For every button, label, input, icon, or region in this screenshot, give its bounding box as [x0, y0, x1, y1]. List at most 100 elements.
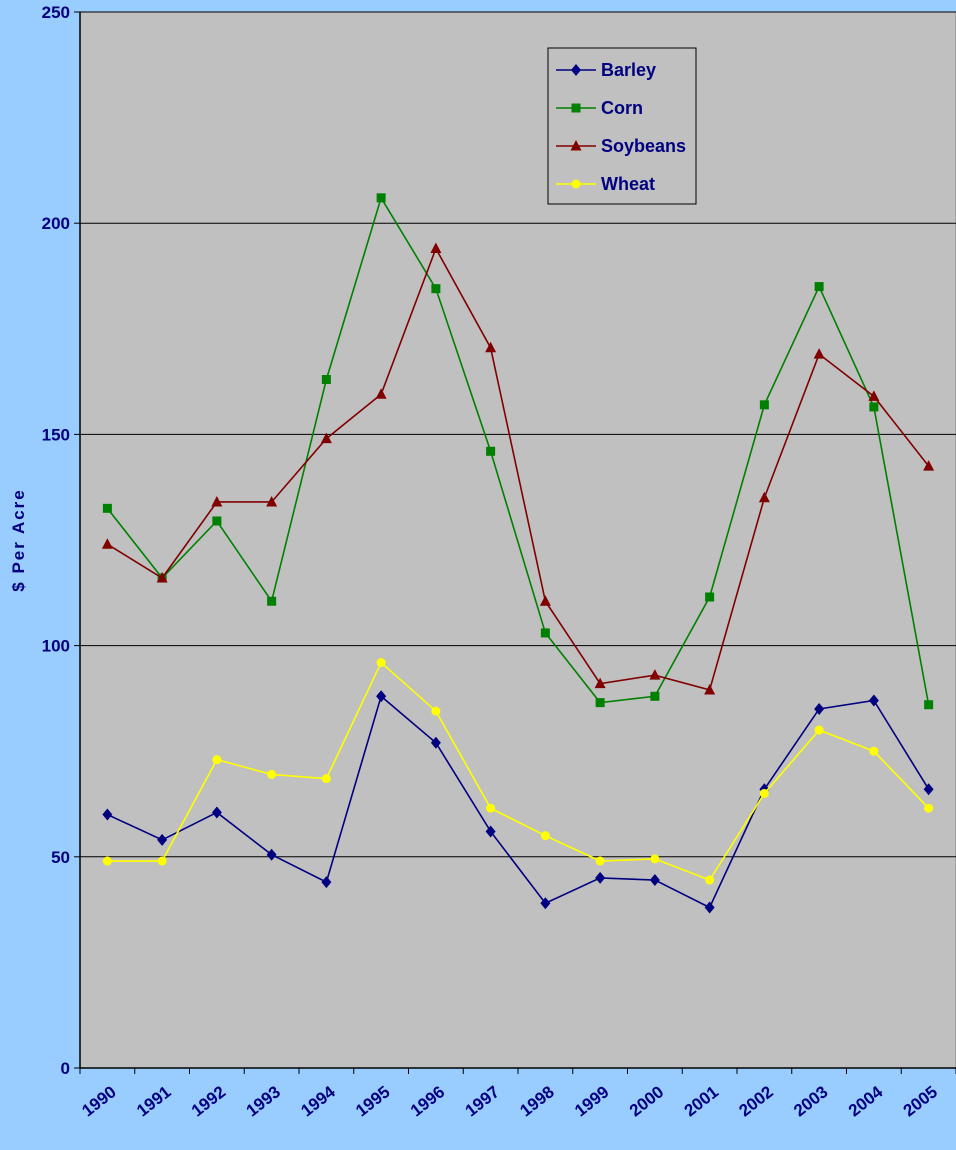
data-point-corn — [705, 592, 715, 602]
x-tick-label: 2000 — [626, 1082, 668, 1120]
data-point-wheat — [157, 856, 167, 866]
x-tick-label: 1994 — [297, 1082, 339, 1121]
data-point-corn — [431, 284, 441, 294]
data-point-soybeans — [704, 683, 716, 695]
data-point-corn — [102, 503, 112, 513]
data-point-soybeans — [868, 390, 880, 401]
y-tick-label: 200 — [42, 214, 70, 233]
legend: Barley Corn Soybeans Wheat — [547, 47, 697, 205]
data-point-soybeans — [320, 432, 332, 444]
data-point-corn — [212, 516, 222, 526]
x-tick-label: 2001 — [681, 1082, 723, 1120]
data-point-barley — [102, 808, 113, 821]
data-point-wheat — [705, 875, 715, 885]
data-point-wheat — [759, 788, 769, 798]
data-point-wheat — [102, 856, 112, 866]
x-tick-label: 2003 — [790, 1082, 832, 1120]
data-point-barley — [649, 874, 660, 887]
series-soybeans — [101, 242, 935, 695]
legend-box — [547, 47, 697, 205]
data-point-wheat — [924, 803, 934, 813]
data-point-wheat — [540, 831, 550, 841]
series-barley — [102, 690, 934, 914]
data-point-soybeans — [101, 538, 113, 549]
data-point-barley — [868, 694, 879, 707]
data-point-corn — [814, 282, 824, 292]
series-line-barley — [107, 694, 930, 909]
data-point-soybeans — [375, 388, 387, 399]
legend-label-barley: Barley — [601, 60, 656, 80]
x-tick-label: 1999 — [571, 1082, 613, 1120]
data-point-wheat — [376, 657, 386, 667]
data-point-corn — [486, 446, 496, 456]
x-tick-label: 2002 — [735, 1082, 777, 1120]
series-line-wheat — [107, 661, 930, 882]
x-axis-ticks: 1990 1991 1992 1993 1994 1995 1996 1997 1998 1999… — [78, 1068, 956, 1120]
series-line-soybeans — [106, 246, 930, 691]
data-point-barley — [814, 702, 825, 715]
legend-item-wheat: Wheat — [556, 174, 655, 194]
y-tick-label: 250 — [42, 3, 70, 22]
data-point-corn — [321, 374, 331, 384]
data-point-wheat — [814, 725, 824, 735]
x-tick-label: 2004 — [845, 1082, 887, 1121]
x-tick-label: 2005 — [900, 1082, 942, 1120]
data-point-barley — [923, 783, 934, 796]
legend-label-corn: Corn — [601, 98, 643, 118]
data-point-wheat — [321, 774, 331, 784]
data-point-corn — [267, 596, 277, 606]
y-tick-label: 0 — [61, 1059, 70, 1078]
legend-marker-barley — [571, 64, 581, 76]
gridlines — [80, 11, 956, 858]
data-point-barley — [266, 848, 277, 861]
data-point-soybeans — [758, 491, 770, 503]
data-point-barley — [540, 897, 551, 910]
x-tick-label: 1997 — [462, 1082, 504, 1120]
data-point-barley — [211, 806, 222, 819]
data-point-barley — [704, 901, 715, 914]
series-line-corn — [106, 195, 930, 705]
legend-label-soybeans: Soybeans — [601, 136, 686, 156]
data-point-soybeans — [430, 242, 442, 254]
data-point-corn — [376, 193, 386, 203]
legend-marker-wheat — [571, 179, 581, 189]
x-tick-label: 1991 — [133, 1082, 175, 1120]
data-point-wheat — [869, 746, 879, 756]
data-point-corn — [595, 698, 605, 708]
data-point-corn — [540, 628, 550, 638]
series-wheat — [102, 657, 934, 885]
y-tick-label: 100 — [42, 637, 70, 656]
data-point-barley — [430, 736, 441, 749]
data-point-soybeans — [266, 495, 278, 507]
data-point-corn — [924, 700, 934, 710]
data-point-corn — [869, 402, 879, 412]
y-axis-label: $ Per Acre — [9, 488, 28, 591]
data-point-soybeans — [211, 495, 223, 507]
legend-item-barley: Barley — [556, 60, 656, 80]
data-point-barley — [485, 825, 496, 838]
y-axis-ticks: 0 50 100 150 200 250 — [42, 3, 80, 1078]
x-tick-label: 1993 — [243, 1082, 285, 1120]
data-point-soybeans — [649, 669, 661, 680]
x-tick-label: 1990 — [78, 1082, 120, 1120]
data-point-barley — [157, 833, 168, 846]
data-point-barley — [321, 876, 332, 889]
y-tick-label: 50 — [51, 848, 70, 867]
legend-marker-soybeans — [570, 140, 582, 151]
data-point-wheat — [267, 769, 277, 779]
data-point-corn — [650, 691, 660, 701]
data-point-barley — [595, 871, 606, 884]
data-point-soybeans — [485, 341, 497, 353]
series-corn — [102, 193, 934, 710]
data-point-soybeans — [813, 348, 825, 359]
data-point-corn — [759, 400, 769, 410]
series-group — [101, 193, 935, 914]
x-tick-label: 1992 — [188, 1082, 230, 1120]
legend-item-corn: Corn — [556, 98, 643, 118]
data-point-soybeans — [923, 460, 935, 471]
data-point-wheat — [486, 803, 496, 813]
legend-label-wheat: Wheat — [601, 174, 655, 194]
legend-item-soybeans: Soybeans — [556, 136, 686, 156]
x-tick-label: 1995 — [352, 1082, 394, 1120]
